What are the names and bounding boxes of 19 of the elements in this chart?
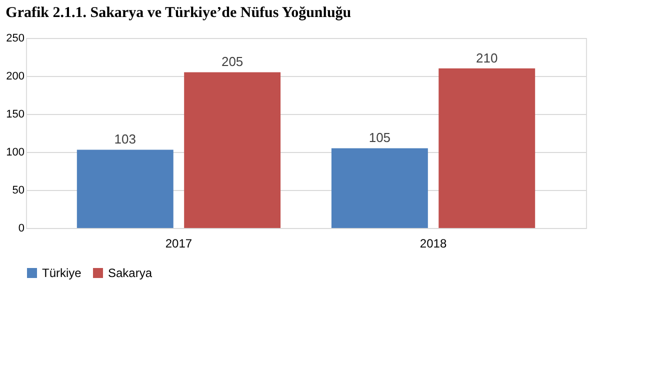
x-tick-label: 2017 [165, 236, 192, 250]
y-tick-label: 250 [6, 32, 24, 44]
x-tick-label: 2018 [420, 236, 447, 250]
y-tick-label: 0 [18, 222, 24, 234]
bar [184, 72, 281, 228]
data-label: 103 [114, 132, 136, 147]
y-tick-label: 50 [12, 184, 24, 196]
data-label: 210 [476, 50, 498, 66]
y-tick-label: 150 [6, 108, 24, 120]
data-label: 205 [221, 54, 244, 70]
legend-label: Sakarya [108, 266, 152, 280]
y-tick-label: 100 [6, 146, 24, 158]
chart-title: Grafik 2.1.1. Sakarya ve Türkiye’de Nüfus Yoğunluğu [6, 5, 352, 21]
bar [76, 150, 174, 228]
data-label: 105 [368, 130, 391, 146]
y-tick-label: 200 [6, 70, 24, 82]
legend-label: Türkiye [42, 266, 82, 280]
bar [438, 68, 536, 228]
bar [331, 148, 428, 228]
